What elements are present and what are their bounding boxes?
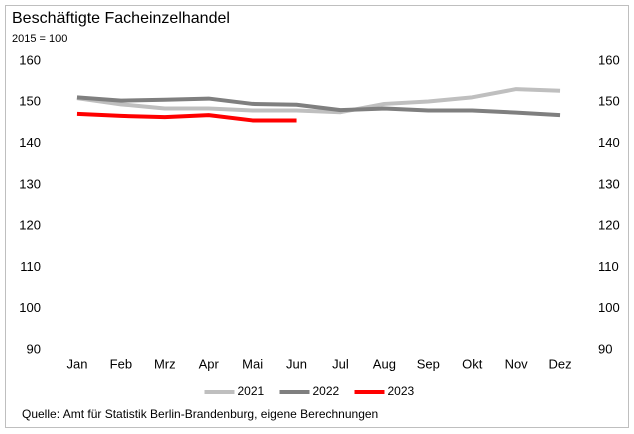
x-tick-label: Okt [462,356,483,371]
x-tick-label: Feb [110,356,132,371]
y-tick-label: 130 [19,176,41,191]
x-tick-label: Mai [242,356,263,371]
legend-label: 2022 [313,384,340,398]
frame [5,5,629,428]
y2-tick-label: 120 [598,218,620,233]
x-tick-label: Jun [286,356,307,371]
x-tick-label: Nov [505,356,529,371]
y2-tick-label: 110 [598,259,619,274]
x-tick-label: Apr [199,356,220,371]
y-tick-label: 150 [19,94,41,109]
series-line [76,95,561,118]
x-tick-label: Sep [417,356,440,371]
x-tick-label: Aug [373,356,396,371]
series-line [76,111,297,123]
chart-title: Beschäftigte Facheinzelhandel [12,10,230,27]
x-tick-label: Jul [332,356,349,371]
y2-tick-label: 130 [598,176,620,191]
y-tick-label: 100 [19,300,41,315]
y-tick-label: 120 [19,218,41,233]
legend-label: 2023 [388,384,415,398]
y-tick-label: 110 [20,259,41,274]
y2-tick-label: 140 [598,135,620,150]
y-tick-label: 160 [19,52,41,67]
x-tick-label: Mrz [154,356,176,371]
y2-tick-label: 90 [598,341,612,356]
legend-label: 2021 [238,384,265,398]
source-note: Quelle: Amt für Statistik Berlin-Branden… [22,407,378,421]
chart-subtitle: 2015 = 100 [12,33,67,45]
y2-tick-label: 100 [598,300,620,315]
x-tick-label: Dez [548,356,571,371]
y-tick-label: 140 [19,135,41,150]
y2-tick-label: 160 [598,52,620,67]
x-tick-label: Jan [66,356,87,371]
y-tick-label: 90 [27,341,41,356]
y2-tick-label: 150 [598,94,620,109]
series-line [76,87,561,115]
